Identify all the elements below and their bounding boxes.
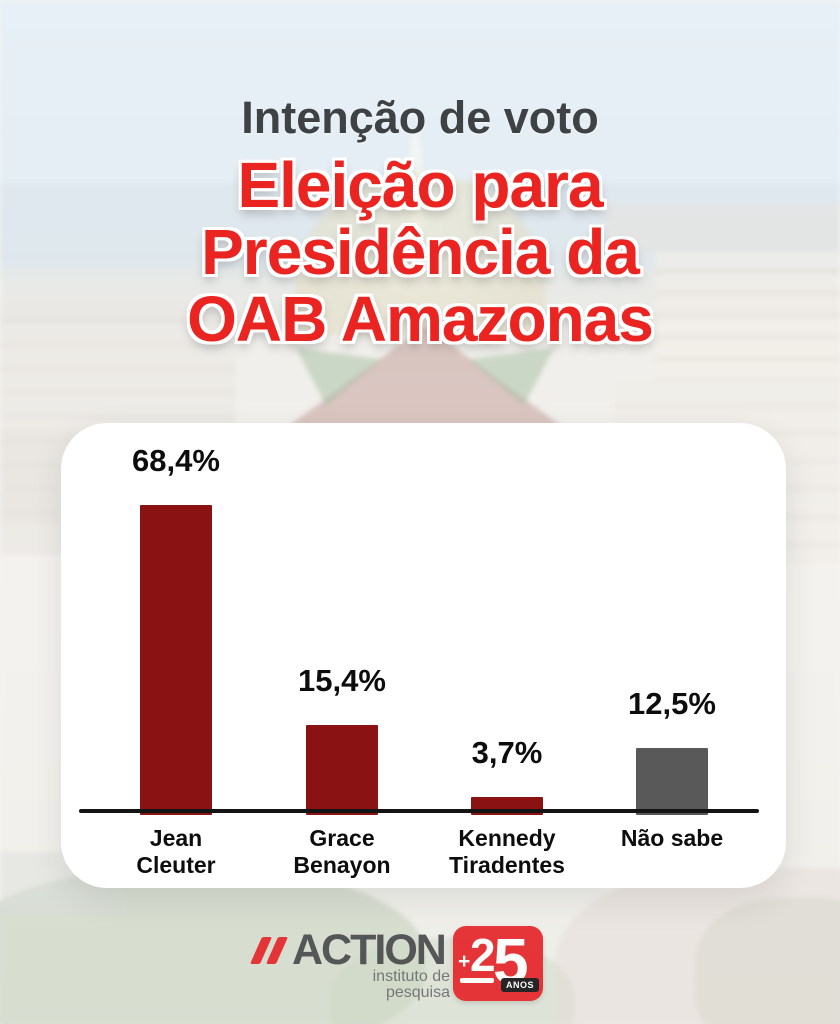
bar-value-label: 3,7% <box>471 735 543 770</box>
title-line-3: OAB Amazonas <box>187 283 654 355</box>
bar-chart: 68,4% 15,4% 3,7% 12,5% Jean Cleuter G <box>61 423 786 888</box>
action-institute-logo: ACTION instituto de pesquisa + 2 5 ANOS <box>248 922 548 1006</box>
bar-group-nao-sabe: 12,5% <box>592 498 752 815</box>
badge-anos-label: ANOS <box>500 978 539 992</box>
bar <box>140 505 212 815</box>
category-label: Não sabe <box>620 825 724 851</box>
title-line-1: Eleição para <box>237 149 603 221</box>
x-axis-line <box>79 809 759 813</box>
bar <box>636 748 708 815</box>
badge-digit-2: 2 <box>470 929 496 981</box>
double-slash-icon <box>249 937 292 965</box>
badge-underline <box>460 978 494 983</box>
brand-name: ACTION <box>292 926 447 974</box>
category-label: Jean Cleuter <box>136 825 216 878</box>
chart-card: 68,4% 15,4% 3,7% 12,5% Jean Cleuter G <box>61 423 786 888</box>
badge-plus-sign: + <box>458 950 471 973</box>
brand-tagline: instituto de pesquisa <box>372 968 450 1001</box>
bar-value-label: 68,4% <box>132 443 220 478</box>
category-label: Kennedy Tiradentes <box>449 825 565 878</box>
kicker-text: Intenção de voto <box>241 92 599 143</box>
bar-group-jean-cleuter: 68,4% <box>96 443 256 815</box>
page-title: Eleição para Presidência da OAB Amazonas <box>0 152 840 353</box>
bar-value-label: 15,4% <box>298 663 386 698</box>
25-years-badge: + 2 5 ANOS <box>453 925 543 1001</box>
bar-group-grace-benayon: 15,4% <box>262 498 422 815</box>
bar <box>306 725 378 815</box>
category-label: Grace Benayon <box>293 825 391 878</box>
title-line-2: Presidência da <box>201 216 640 288</box>
header: Intenção de voto Eleição para Presidênci… <box>0 0 840 396</box>
bar-group-kennedy-tiradentes: 3,7% <box>427 498 587 815</box>
bar-value-label: 12,5% <box>628 686 716 721</box>
